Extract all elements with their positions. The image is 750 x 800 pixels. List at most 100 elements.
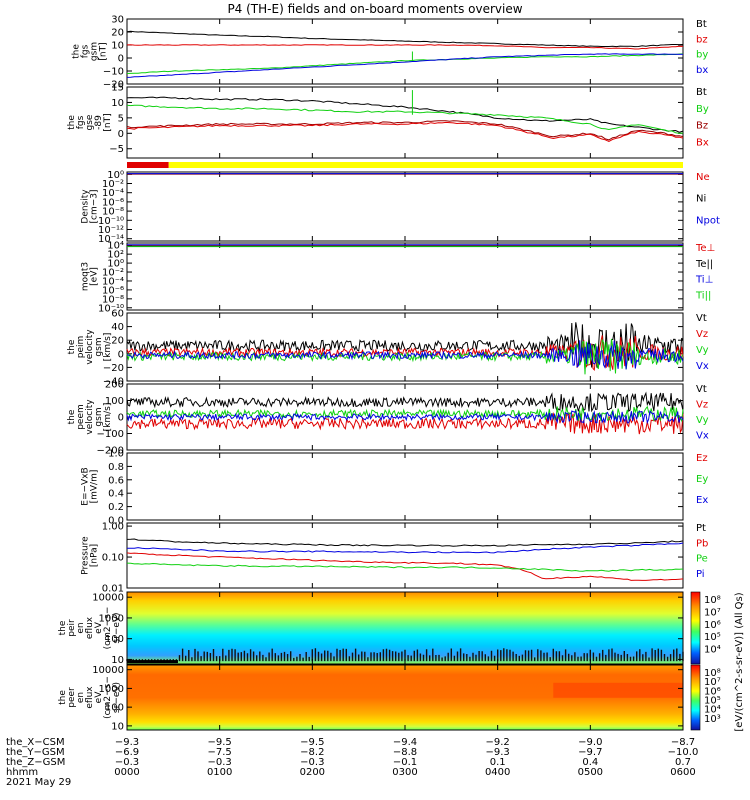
series-Vx [126, 410, 684, 425]
y-tick-label: 10⁻¹⁴ [98, 234, 124, 245]
legend-entry: Bt [696, 87, 707, 98]
x-axis-value: 0500 [578, 767, 603, 778]
legend-entry: Vz [696, 400, 708, 411]
legend-entry: Vy [696, 345, 709, 356]
y-axis-label: peir [67, 619, 77, 637]
y-tick-label: −40 [103, 377, 124, 388]
y-tick-label: 100 [105, 703, 124, 714]
legend-entry: Bt [696, 19, 707, 30]
mode-bar-segment [168, 162, 683, 168]
x-axis-row-label: the_Y−GSM [6, 747, 65, 758]
y-axis-label: [nT] [103, 113, 113, 131]
y-tick-label: −10 [103, 67, 124, 78]
y-tick-label: 10⁻⁶ [102, 285, 124, 296]
series-Pe [126, 562, 684, 572]
y-tick-label: 10⁻¹² [98, 225, 124, 236]
x-axis-row-label: hhmm [6, 767, 38, 778]
y-axis-label: the [67, 409, 77, 424]
y-tick-label: 1.0 [108, 449, 124, 460]
panel-11: 10000 1000 100 10 the peer en eflux eV (cm2−s− sr−… [58, 664, 684, 732]
colorbar-tick: 10⁴ [704, 645, 721, 656]
legend-entry: Ez [696, 453, 708, 464]
y-tick-label: 10⁻⁸ [102, 207, 124, 218]
y-tick-label: 0.8 [108, 462, 124, 473]
y-tick-label: 10⁰ [107, 259, 124, 270]
y-axis-label: en [76, 692, 86, 703]
y-axis-label: the [72, 44, 82, 59]
y-tick-label: 10000 [92, 593, 124, 604]
colorbar-tick: 10⁸ [704, 668, 721, 679]
y-axis-label: peim [76, 336, 86, 359]
y-tick-label: 0 [118, 413, 124, 424]
y-axis-label: eflux [85, 616, 95, 639]
panel-2: 15 10 5 0 −5 the fgs gse -89 [nT] Bt By Bz Bx [67, 83, 709, 159]
colorbar [690, 664, 701, 731]
y-tick-label: 0.2 [108, 502, 124, 513]
panel-frame [126, 18, 684, 85]
y-tick-label: 0.0 [108, 516, 124, 527]
x-axis-value: −9.5 [300, 737, 324, 748]
y-tick-label: 10⁻⁸ [102, 294, 124, 305]
y-axis-label: [cm−3] [90, 189, 100, 223]
y-axis-label: velocity [85, 329, 95, 365]
legend-entry: bz [696, 34, 708, 45]
colorbar-tick: 10⁷ [704, 677, 721, 688]
colorbar-tick: 10⁷ [704, 607, 721, 618]
y-axis-label: eflux [85, 686, 95, 709]
y-tick-label: 30 [111, 15, 124, 26]
x-axis-value: −9.7 [578, 747, 602, 758]
series-Vz [126, 335, 684, 372]
y-axis-label: -89 [94, 115, 104, 130]
x-axis-value: −7.5 [208, 747, 232, 758]
panel-3 [127, 162, 683, 168]
y-tick-label: 10⁻⁴ [102, 276, 124, 287]
y-tick-label: −100 [97, 429, 124, 440]
legend-entry: Te⊥ [695, 243, 715, 254]
series-bx [126, 53, 684, 78]
y-axis-label: (cm2−s− [103, 607, 113, 650]
y-axis-label: gsm [94, 407, 104, 426]
y-tick-label: 20 [111, 28, 124, 39]
x-axis-row-label: the_Z−GSM [6, 757, 65, 768]
legend-entry: Vy [696, 415, 709, 426]
y-tick-label: 1000 [99, 613, 124, 624]
date-label: 2021 May 29 [6, 777, 71, 788]
colorbar-tick: 10⁴ [704, 705, 721, 716]
y-axis-label: [km/s] [103, 403, 113, 432]
legend-entry: Npot [696, 215, 720, 226]
y-tick-label: −20 [103, 363, 124, 374]
y-axis-label: sr−eV) [112, 612, 122, 643]
x-axis-value: −8.8 [393, 747, 417, 758]
series-Vx [126, 340, 684, 370]
x-axis-value: −6.9 [115, 747, 139, 758]
legend-entry: by [696, 50, 708, 61]
legend-entry: Vx [696, 431, 709, 442]
y-axis-label: the [58, 620, 68, 635]
y-axis-label: Pressure [81, 536, 91, 575]
y-tick-label: 100 [105, 634, 124, 645]
legend-entry: Ex [696, 495, 708, 506]
y-tick-label: 10⁻² [102, 268, 124, 279]
y-axis-label: peem [76, 404, 86, 430]
y-tick-label: 0.01 [102, 584, 124, 595]
y-tick-label: 10⁻⁴ [102, 188, 124, 199]
x-axis-row-label: the_X−CSM [6, 737, 65, 748]
panel-7: 200 100 0 −100 −200 the peem velocity gsm [km/s] V… [67, 380, 709, 457]
y-tick-label: 1000 [99, 684, 124, 695]
y-axis-label: en [76, 622, 86, 633]
x-axis-value: 0100 [207, 767, 232, 778]
legend-entry: Ne [696, 172, 710, 183]
series-Vt [126, 391, 684, 413]
legend-entry: Vt [696, 384, 707, 395]
colorbar-tick: 10⁶ [704, 686, 721, 697]
x-axis-value: −8.7 [671, 737, 695, 748]
x-axis-value: −8.2 [300, 747, 324, 758]
y-tick-label: 0 [118, 54, 124, 65]
mode-bar-segment [127, 162, 169, 168]
x-axis-value: −9.2 [486, 737, 510, 748]
y-tick-label: 20 [111, 336, 124, 347]
